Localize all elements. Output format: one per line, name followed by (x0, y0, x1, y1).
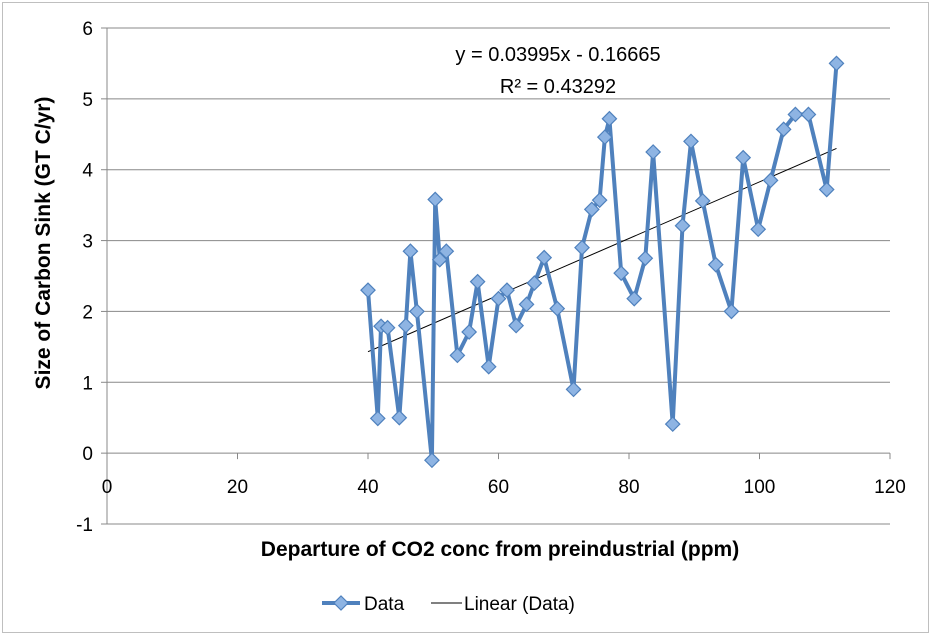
data-point-marker (775, 121, 792, 138)
y-tick-label: 1 (82, 373, 93, 394)
data-point-marker (469, 273, 486, 290)
y-tick-label: -1 (76, 515, 93, 536)
data-point-marker (402, 243, 419, 260)
legend: Data Linear (Data) (322, 594, 575, 615)
data-point-marker (499, 282, 515, 299)
x-tick-label: 40 (357, 477, 378, 498)
data-point-marker (391, 409, 408, 426)
data-point-marker (750, 221, 767, 238)
data-point-marker (735, 149, 752, 166)
trendline (367, 148, 837, 353)
data-point-marker (490, 290, 507, 307)
data-point-marker (683, 133, 699, 150)
data-point-marker (645, 144, 662, 160)
x-tick-label: 20 (227, 477, 248, 498)
data-point-marker (526, 275, 543, 292)
data-series (360, 55, 845, 469)
data-point-marker (591, 192, 608, 209)
legend-data-marker (333, 595, 349, 611)
linear-trendline (367, 148, 837, 353)
legend-data-label: Data (364, 594, 405, 615)
y-tick-label: 6 (82, 19, 93, 40)
y-tick-label: 0 (82, 444, 93, 465)
data-point-marker (549, 300, 566, 317)
data-point-marker (449, 347, 466, 364)
data-point-marker (536, 249, 553, 266)
data-point-marker (360, 282, 376, 299)
data-point-marker (601, 110, 618, 127)
data-point-marker (694, 192, 711, 209)
data-point-marker (637, 250, 654, 267)
y-axis-title: Size of Carbon Sink (GT C/yr) (32, 97, 55, 390)
data-point-marker (424, 452, 440, 469)
data-point-marker (461, 324, 478, 340)
data-point-marker (596, 129, 613, 146)
data-point-marker (800, 106, 817, 123)
data-point-marker (508, 317, 525, 334)
data-point-marker (574, 239, 590, 256)
x-tick-label: 80 (618, 477, 639, 498)
y-tick-label: 2 (82, 302, 93, 323)
data-point-marker (583, 201, 600, 218)
data-point-marker (565, 381, 582, 398)
data-point-marker (723, 303, 740, 320)
data-point-marker (369, 410, 386, 427)
data-point-marker (409, 303, 425, 320)
data-point-marker (828, 55, 845, 72)
data-point-marker (613, 265, 630, 282)
y-tick-label: 5 (82, 90, 93, 111)
x-tick-label: 0 (102, 477, 113, 498)
gridlines (107, 27, 890, 525)
trendline-equation: y = 0.03995x - 0.16665 (455, 44, 660, 66)
x-tick-label: 100 (744, 477, 776, 498)
data-point-marker (379, 319, 396, 336)
data-point-marker (427, 191, 444, 208)
trendline-r-squared: R² = 0.43292 (500, 76, 616, 98)
y-tick-label: 3 (82, 232, 93, 253)
data-point-marker (762, 172, 779, 189)
x-tick-label: 120 (874, 477, 906, 498)
data-point-marker (787, 106, 804, 123)
data-point-marker (431, 251, 448, 268)
x-axis-title: Departure of CO2 conc from preindustrial… (261, 538, 739, 561)
y-tick-label: 4 (82, 161, 93, 182)
x-tick-label: 60 (488, 477, 509, 498)
data-point-marker (480, 358, 497, 375)
axes (101, 27, 891, 525)
data-point-marker (674, 217, 691, 234)
data-point-marker (438, 243, 455, 260)
data-point-marker (626, 290, 643, 307)
data-point-marker (818, 181, 835, 198)
data-point-marker (664, 416, 681, 433)
data-point-marker (397, 317, 414, 334)
data-point-marker (707, 256, 724, 273)
legend-linear-label: Linear (Data) (464, 594, 575, 615)
data-point-marker (518, 296, 535, 313)
